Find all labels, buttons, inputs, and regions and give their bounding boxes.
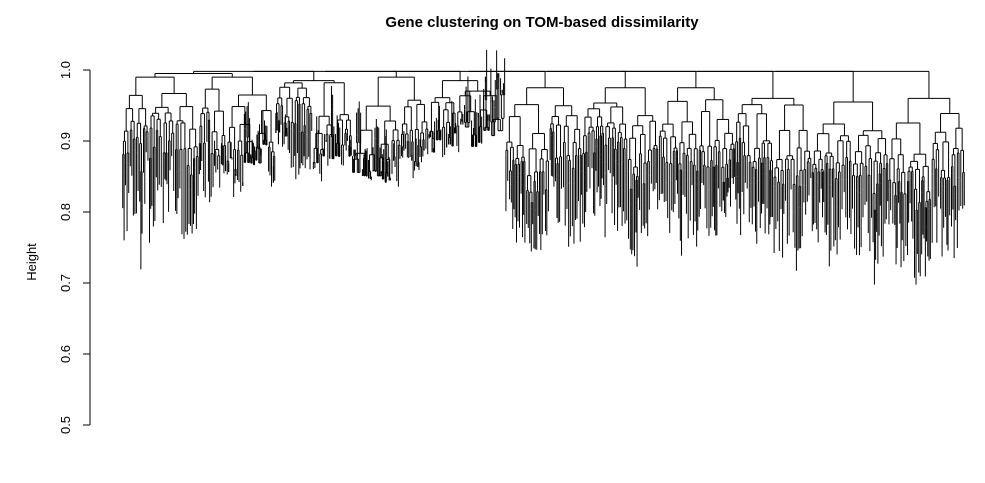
y-tick-label: 0.7	[58, 274, 73, 292]
chart-title: Gene clustering on TOM-based dissimilari…	[385, 14, 699, 31]
dendrogram-tree	[122, 49, 965, 285]
y-tick-label: 0.8	[58, 203, 73, 221]
y-tick-label: 0.5	[58, 416, 73, 434]
y-tick-label: 1.0	[58, 61, 73, 79]
y-axis-label: Height	[24, 243, 39, 281]
y-tick-label: 0.9	[58, 132, 73, 150]
y-tick-label: 0.6	[58, 345, 73, 363]
y-axis: 0.5 0.6 0.7 0.8 0.9 1.0	[58, 61, 91, 434]
